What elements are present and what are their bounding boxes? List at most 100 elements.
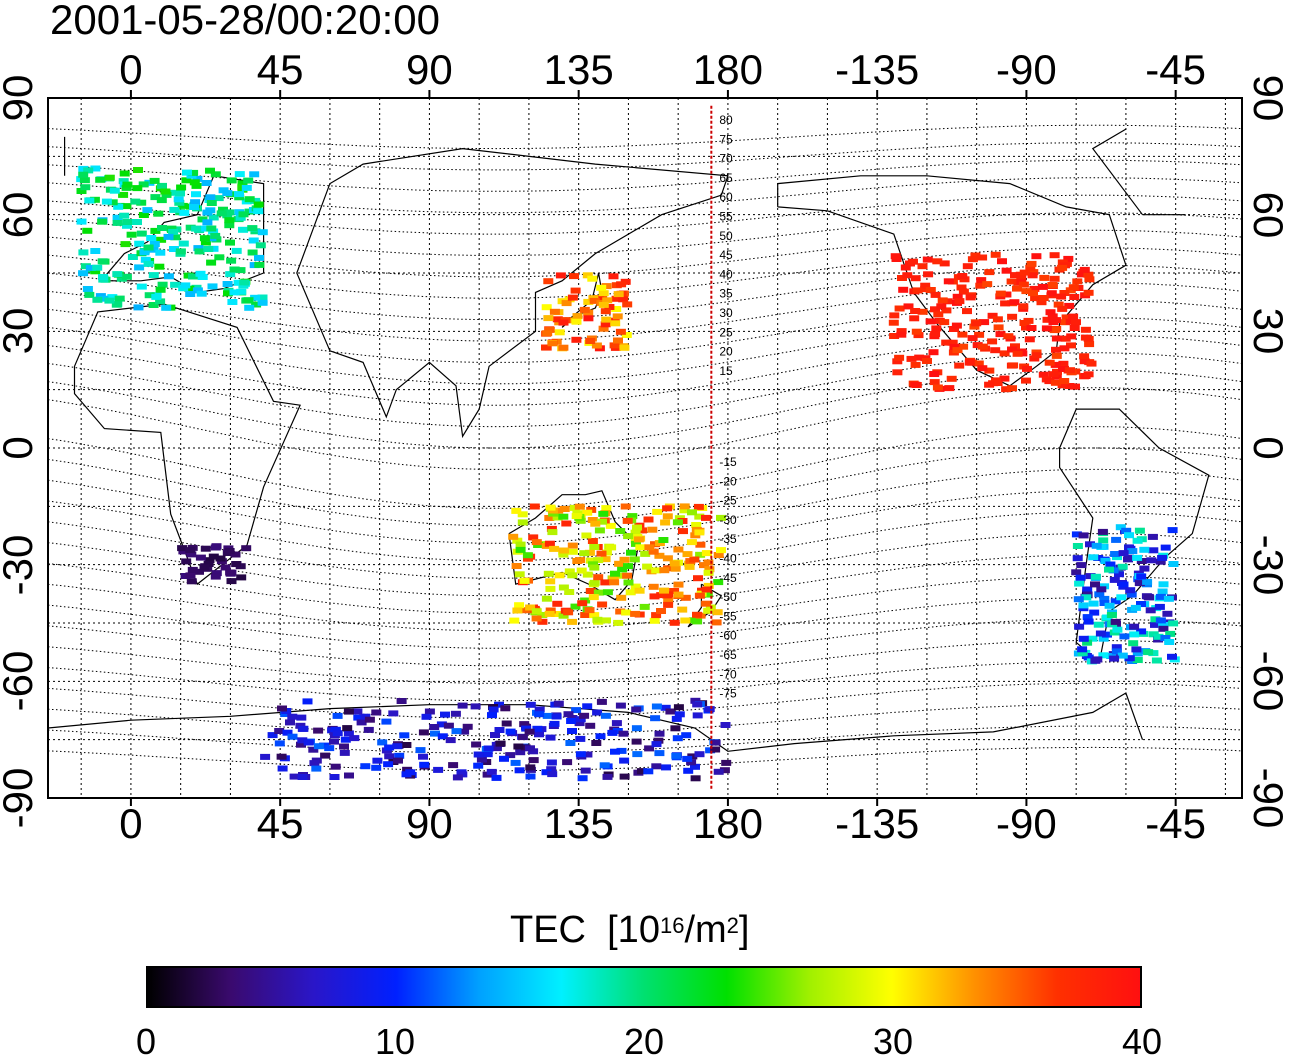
- tec-cell: [127, 254, 138, 260]
- tec-cell: [1044, 378, 1055, 385]
- tec-cell: [898, 286, 909, 293]
- tec-cell: [713, 768, 724, 775]
- tec-cell: [1012, 350, 1023, 357]
- contour-line: [48, 725, 1242, 754]
- tec-cell: [944, 385, 955, 392]
- tec-cell: [599, 762, 610, 769]
- tec-cell: [974, 331, 985, 338]
- tec-cell: [339, 749, 350, 756]
- tec-cell: [648, 548, 659, 555]
- tec-cell: [394, 752, 405, 759]
- tec-cell: [197, 274, 208, 280]
- colorbar-title: TEC [1016/m2]: [510, 908, 749, 952]
- tec-cell: [1082, 614, 1093, 621]
- tec-cell: [958, 343, 969, 350]
- tec-cell: [176, 184, 187, 191]
- tec-cell: [174, 199, 185, 206]
- lon-tick-top: 90: [406, 46, 453, 93]
- tec-cell: [579, 306, 590, 313]
- tec-cell: [682, 755, 693, 762]
- tec-cell: [588, 594, 599, 601]
- tec-cell: [230, 551, 241, 558]
- tec-cell: [546, 759, 557, 766]
- tec-cell: [1038, 371, 1049, 378]
- tec-cell: [136, 283, 147, 290]
- tec-cell: [567, 294, 578, 301]
- tec-cell: [610, 748, 620, 755]
- tec-cell: [1050, 361, 1061, 368]
- lon-tick-bottom: -90: [996, 800, 1057, 847]
- tec-cell: [525, 701, 536, 708]
- tec-cell: [692, 611, 702, 618]
- tec-cell: [716, 547, 726, 554]
- tec-cell: [678, 528, 688, 535]
- tec-cell: [130, 198, 141, 205]
- tec-cell: [107, 199, 118, 206]
- tec-cell: [543, 278, 554, 285]
- tec-cell: [951, 322, 962, 329]
- tec-cell: [296, 714, 307, 721]
- tec-cell: [596, 698, 607, 705]
- tec-cell: [188, 273, 198, 280]
- tec-cell: [384, 753, 395, 760]
- tec-cell: [1095, 630, 1106, 637]
- tec-cell: [647, 526, 658, 533]
- tec-cell: [330, 763, 341, 770]
- tec-cell: [571, 318, 582, 325]
- tec-cell: [121, 273, 132, 280]
- tec-cell: [567, 548, 578, 555]
- tec-cell: [120, 241, 131, 248]
- tec-cell: [602, 297, 613, 304]
- tec-cell: [189, 204, 199, 210]
- contour-label: -20: [719, 474, 737, 488]
- tec-cell: [1114, 571, 1124, 578]
- lon-tick-bottom: 135: [543, 800, 614, 847]
- tec-cell: [1117, 563, 1128, 570]
- tec-cell: [443, 722, 454, 729]
- tec-cell: [605, 522, 616, 529]
- tec-cell: [490, 732, 500, 738]
- tec-cell: [236, 288, 247, 295]
- tec-cell: [584, 607, 595, 614]
- tec-cell: [97, 258, 108, 265]
- tec-cell: [76, 188, 87, 194]
- tec-cell: [580, 612, 591, 618]
- tec-cell: [598, 290, 609, 297]
- tec-cell: [691, 522, 702, 528]
- tec-cell: [1167, 527, 1178, 534]
- tec-cell: [977, 343, 988, 350]
- tec-cell: [949, 326, 959, 332]
- tec-cell: [687, 753, 698, 760]
- tec-cell: [615, 528, 626, 534]
- tec-cell: [1160, 635, 1171, 641]
- tec-cell: [445, 737, 456, 744]
- tec-cell: [534, 706, 545, 713]
- tec-cell: [95, 176, 106, 183]
- tec-cell: [952, 293, 963, 300]
- tec-cell: [188, 169, 199, 176]
- tec-cell: [1087, 635, 1098, 642]
- tec-cell: [1088, 554, 1099, 561]
- tec-cell: [1006, 278, 1017, 285]
- tec-cell: [168, 228, 179, 235]
- tec-cell: [909, 315, 920, 322]
- tec-cell: [525, 604, 536, 611]
- tec-cell: [1142, 578, 1153, 585]
- tec-cell: [662, 513, 673, 520]
- tec-cell: [1059, 378, 1070, 384]
- tec-cell: [690, 763, 700, 770]
- contour-label: 75: [719, 132, 733, 146]
- tec-cell: [1026, 325, 1037, 331]
- contour-label: 20: [719, 345, 733, 359]
- tec-cell: [616, 594, 627, 601]
- tec-cell: [654, 552, 665, 559]
- tec-cell: [203, 246, 214, 252]
- tec-cell: [567, 542, 578, 549]
- tec-cell: [686, 759, 697, 766]
- tec-cell: [1001, 386, 1012, 393]
- tec-cell: [418, 729, 429, 736]
- tec-cell: [601, 549, 612, 556]
- tec-cell: [703, 569, 714, 576]
- tec-cell: [1157, 554, 1168, 561]
